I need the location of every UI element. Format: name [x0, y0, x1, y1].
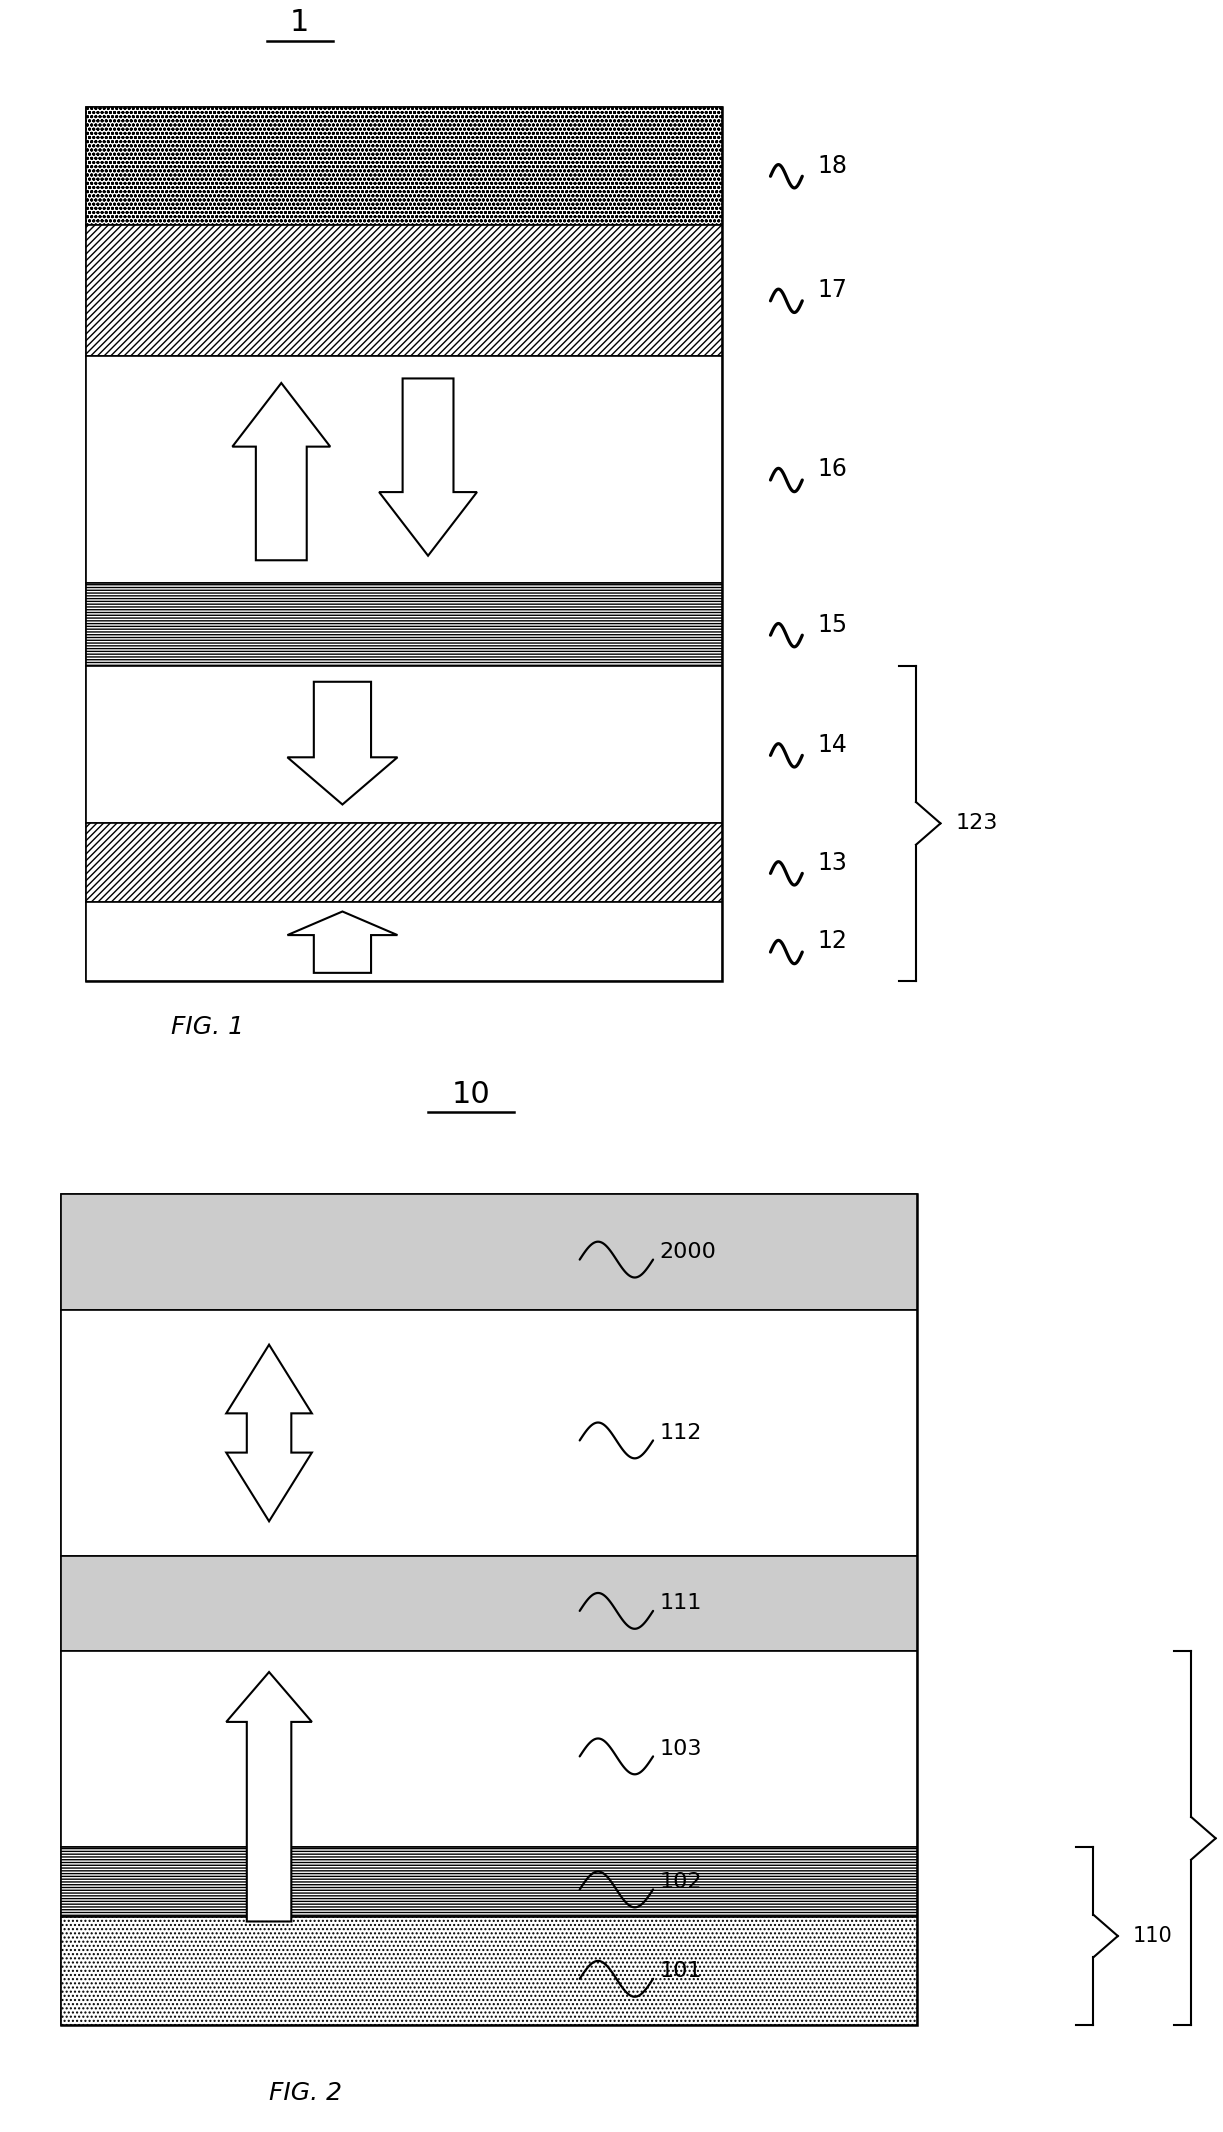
Bar [61, 1311, 917, 1556]
Bar [61, 1846, 917, 1917]
Bar [86, 582, 722, 665]
Polygon shape [287, 682, 397, 804]
Bar [86, 665, 722, 823]
Bar [86, 107, 722, 224]
Bar [86, 823, 722, 902]
Bar [86, 107, 722, 981]
Text: FIG. 2: FIG. 2 [269, 2081, 342, 2106]
Text: 103: 103 [659, 1740, 702, 1759]
Bar [86, 224, 722, 356]
Text: 1: 1 [290, 9, 309, 36]
Text: 18: 18 [817, 154, 848, 177]
Text: 14: 14 [817, 733, 846, 757]
Text: 102: 102 [659, 1872, 702, 1891]
Text: 16: 16 [817, 458, 846, 482]
Text: 123: 123 [955, 814, 998, 834]
Text: 111: 111 [659, 1593, 702, 1614]
Text: 17: 17 [817, 277, 846, 303]
Bar [61, 1194, 917, 2025]
Bar [61, 1194, 917, 1311]
Text: 13: 13 [817, 851, 846, 874]
Text: 110: 110 [1132, 1925, 1173, 1947]
Bar [61, 1650, 917, 1846]
Text: 112: 112 [659, 1422, 702, 1443]
Polygon shape [226, 1671, 312, 1921]
Text: FIG. 1: FIG. 1 [171, 1015, 245, 1038]
Text: 12: 12 [817, 930, 846, 953]
Bar [86, 902, 722, 981]
Bar [61, 1556, 917, 1650]
Text: 2000: 2000 [659, 1243, 717, 1262]
Text: 101: 101 [659, 1961, 702, 1981]
Polygon shape [232, 384, 330, 561]
Text: 10: 10 [451, 1079, 490, 1109]
Bar [61, 1917, 917, 2025]
Polygon shape [226, 1345, 312, 1522]
Bar [86, 356, 722, 582]
Text: 15: 15 [817, 612, 848, 637]
Polygon shape [379, 379, 477, 556]
Polygon shape [287, 912, 397, 972]
